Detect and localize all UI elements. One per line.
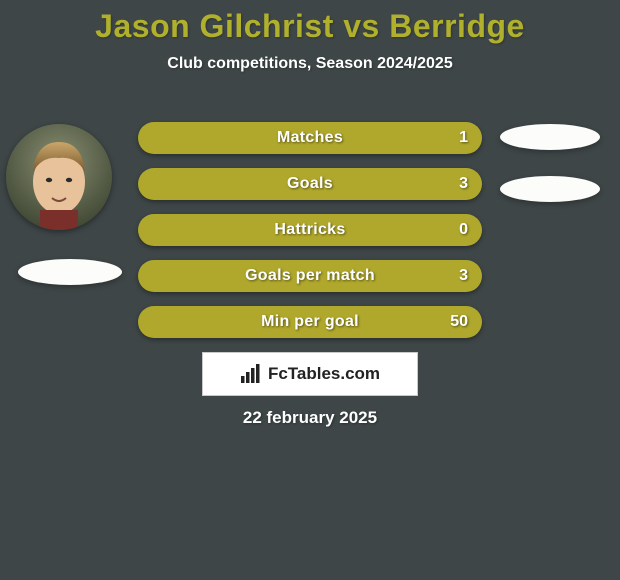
- stat-label: Goals per match: [245, 267, 375, 285]
- stat-row-hattricks: Hattricks 0: [138, 214, 482, 246]
- player-left-avatar: [6, 124, 112, 230]
- stat-label: Min per goal: [261, 313, 359, 331]
- stat-value: 50: [450, 313, 468, 331]
- bar-chart-icon: [240, 364, 262, 384]
- avatar-face-icon: [6, 124, 112, 230]
- stat-value: 1: [459, 129, 468, 147]
- source-logo-text: FcTables.com: [268, 364, 380, 384]
- stat-label: Matches: [277, 129, 343, 147]
- stat-row-goals: Goals 3: [138, 168, 482, 200]
- stat-row-goals-per-match: Goals per match 3: [138, 260, 482, 292]
- stat-label: Goals: [287, 175, 333, 193]
- subtitle: Club competitions, Season 2024/2025: [0, 55, 620, 73]
- page-title: Jason Gilchrist vs Berridge: [0, 0, 620, 45]
- comparison-card: Jason Gilchrist vs Berridge Club competi…: [0, 0, 620, 580]
- date-line: 22 february 2025: [0, 408, 620, 428]
- stat-value: 3: [459, 175, 468, 193]
- player-right-name-placeholder: [500, 176, 600, 202]
- stat-value: 3: [459, 267, 468, 285]
- stat-label: Hattricks: [274, 221, 345, 239]
- source-logo[interactable]: FcTables.com: [202, 352, 418, 396]
- stat-bars: Matches 1 Goals 3 Hattricks 0 Goals per …: [138, 122, 482, 352]
- stat-row-min-per-goal: Min per goal 50: [138, 306, 482, 338]
- player-right-avatar-placeholder: [500, 124, 600, 150]
- player-left-name-placeholder: [18, 259, 122, 285]
- stat-value: 0: [459, 221, 468, 239]
- stat-row-matches: Matches 1: [138, 122, 482, 154]
